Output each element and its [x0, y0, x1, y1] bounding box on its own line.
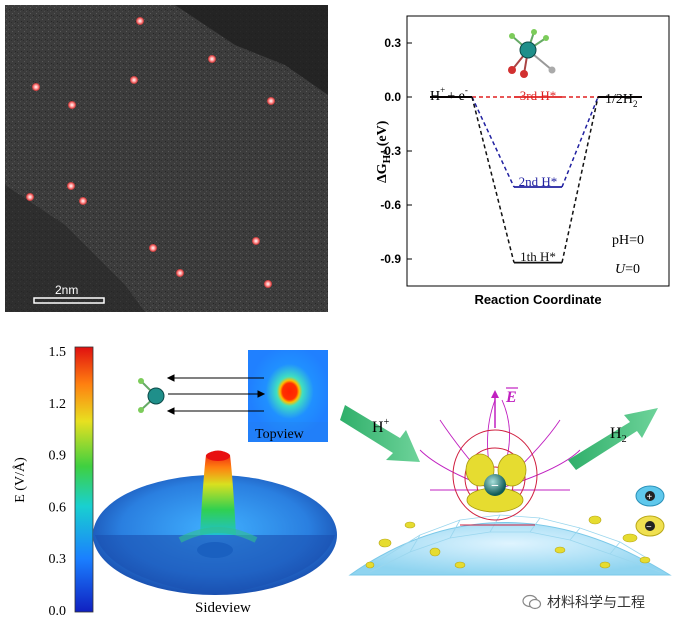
- y-axis-label: ΔGH*(eV): [375, 120, 393, 183]
- ph-label: pH=0: [612, 233, 644, 248]
- start-state-label: H+ + e-: [430, 85, 468, 104]
- h2-label: H2: [610, 425, 627, 445]
- mechanism-scheme-panel: − E H+ H2 + −: [340, 360, 678, 590]
- colorbar-tick-label: 1.5: [49, 345, 67, 360]
- brand-watermark: 材料科学与工程: [522, 590, 672, 614]
- hplus-label: H+: [372, 417, 390, 436]
- atom-marker: [68, 101, 76, 109]
- colorbar-tick-label: 0.6: [49, 500, 67, 515]
- positive-legend-icon: +: [647, 492, 653, 503]
- potential-label: U=0: [615, 262, 640, 277]
- lattice-lines: [369, 514, 661, 573]
- electric-field-panel: 1.5 1.2 0.9 0.6 0.3 0.0 E (V/Å) Topview: [0, 330, 340, 629]
- atom-marker: [136, 17, 144, 25]
- end-state-label: 1/2H2: [605, 92, 638, 109]
- colorbar-tick-label: 0.3: [49, 552, 67, 567]
- atom-marker: [149, 244, 157, 252]
- colorbar-tick-label: 0.9: [49, 449, 67, 464]
- atom-marker: [267, 97, 275, 105]
- atom-marker: [67, 182, 75, 190]
- hplus-arrow: H+: [340, 405, 420, 462]
- atom-marker: [252, 237, 260, 245]
- y-tick-label: -0.3: [380, 144, 401, 158]
- stem-image-panel: 2nm: [5, 5, 328, 312]
- charge-density-blobs: [365, 515, 651, 569]
- electric-field-figure: 1.5 1.2 0.9 0.6 0.3 0.0 E (V/Å) Topview: [12, 345, 337, 619]
- plot-frame: [406, 15, 670, 287]
- colorbar-tick-label: 0.0: [49, 604, 67, 619]
- atom-marker: [130, 76, 138, 84]
- energy-connector-line: [561, 96, 599, 188]
- colorbar-ticks: 1.5 1.2 0.9 0.6 0.3 0.0: [49, 345, 67, 619]
- scale-label: 2nm: [55, 283, 78, 297]
- svg-text:E: E: [505, 389, 517, 406]
- energy-levels: [430, 96, 642, 264]
- h2-arrow: H2: [568, 408, 658, 470]
- atom-marker: [26, 193, 34, 201]
- scale-bar: [33, 297, 105, 304]
- metal-atom: [484, 474, 506, 496]
- atom-marker: [264, 280, 272, 288]
- topview-map: [248, 350, 328, 442]
- energy-connector-line: [471, 96, 515, 263]
- charge-legend: + −: [635, 485, 665, 537]
- level-label-2nd: 2nd H*: [519, 174, 558, 189]
- y-ticks: 0.3 0.0 -0.3 -0.6 -0.9: [380, 36, 412, 266]
- stem-image: 2nm: [5, 5, 328, 312]
- dark-region: [175, 5, 328, 95]
- colorbar: [74, 346, 94, 613]
- level-label-3rd: 3rd H*: [520, 88, 556, 103]
- brand-name: 材料科学与工程: [547, 595, 645, 611]
- metal-charge-sign: −: [491, 479, 499, 494]
- level-label-1th: 1th H*: [520, 249, 556, 264]
- negative-legend-icon: −: [646, 522, 652, 533]
- sideview-label: Sideview: [195, 600, 251, 616]
- energy-chart: 0.3 0.0 -0.3 -0.6 -0.9 ΔGH*(eV) Reaction Coo…: [375, 15, 670, 307]
- energy-connector-line: [561, 96, 599, 263]
- projection-arrows: [166, 374, 266, 415]
- sideview-surface: [93, 450, 337, 595]
- mechanism-scheme: − E H+ H2 + −: [340, 387, 672, 576]
- single-atom-markers: [26, 17, 275, 288]
- energy-connector-line: [471, 96, 515, 188]
- colorbar-tick-label: 1.2: [49, 397, 67, 412]
- y-tick-label: -0.9: [380, 252, 401, 266]
- atom-marker: [208, 55, 216, 63]
- x-axis-label: Reaction Coordinate: [474, 292, 601, 307]
- support-sphere: [348, 522, 672, 576]
- y-tick-label: 0.3: [384, 36, 401, 50]
- atom-marker: [176, 269, 184, 277]
- dark-region: [5, 185, 145, 312]
- atom-marker: [79, 197, 87, 205]
- molecule-icon: [508, 29, 556, 78]
- energy-diagram-panel: 0.3 0.0 -0.3 -0.6 -0.9 ΔGH*(eV) Reaction Coo…: [362, 8, 672, 313]
- wechat-icon: [522, 594, 542, 610]
- local-charge-cloud: [465, 453, 527, 513]
- y-tick-label: 0.0: [384, 90, 401, 104]
- cation-molecule-icon: [138, 378, 165, 413]
- atom-marker: [32, 83, 40, 91]
- y-tick-label: -0.6: [380, 198, 401, 212]
- colorbar-label: E (V/Å): [12, 457, 28, 503]
- field-vector: E: [491, 387, 518, 428]
- topview-label: Topview: [255, 427, 305, 442]
